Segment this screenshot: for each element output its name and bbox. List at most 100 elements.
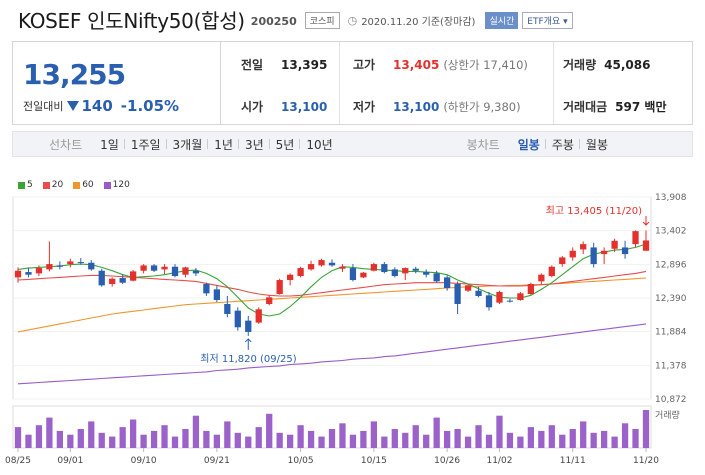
volume-bar xyxy=(328,429,336,448)
y-tick-label: 13,402 xyxy=(655,227,687,237)
reference-date: 2020.11.20 기준(장마감) xyxy=(361,16,476,28)
volume-bar xyxy=(140,434,147,448)
volume-bar xyxy=(527,427,535,448)
candle-body xyxy=(475,290,482,297)
tab-10y[interactable]: 10년 xyxy=(299,136,338,153)
realtime-button[interactable]: 실시간 xyxy=(485,11,519,29)
y-tick-label: 10,872 xyxy=(655,395,687,405)
tab-monthly[interactable]: 월봉 xyxy=(578,136,614,153)
low-value: 13,100 xyxy=(393,99,440,114)
x-tick-label: 08/25 xyxy=(5,456,31,466)
high-label: 고가 xyxy=(353,58,376,72)
volume-bar xyxy=(286,434,294,448)
candle-body xyxy=(391,269,398,277)
current-price: 13,255 xyxy=(23,58,126,91)
volume-bar xyxy=(391,429,398,448)
tab-3m[interactable]: 3개월 xyxy=(165,136,209,153)
divider xyxy=(553,42,554,124)
candle-body xyxy=(286,274,294,281)
tab-1y[interactable]: 1년 xyxy=(207,136,239,153)
volume-bar xyxy=(150,430,158,448)
candle-body xyxy=(88,262,95,270)
candle-body xyxy=(98,270,105,286)
volume-bar xyxy=(360,430,367,448)
volume-bar xyxy=(98,432,105,448)
candle-body xyxy=(276,280,283,295)
x-tick-label: 10/05 xyxy=(288,456,314,466)
candle-body xyxy=(328,262,336,266)
tab-weekly[interactable]: 주봉 xyxy=(544,136,580,153)
candle-body xyxy=(171,266,179,277)
volume-bar xyxy=(412,425,419,448)
candle-body xyxy=(433,273,440,282)
open-label: 시가 xyxy=(241,100,264,114)
volume: 거래량 45,086 xyxy=(563,56,650,73)
prev-close-value: 13,395 xyxy=(281,57,328,72)
current-price-panel: 13,255 전일대비 140 -1.05% xyxy=(13,42,221,124)
legend-swatch xyxy=(103,181,111,189)
volume-bar xyxy=(266,413,273,448)
tab-1d[interactable]: 1일 xyxy=(100,137,119,152)
candle-body xyxy=(255,309,262,323)
tab-5y[interactable]: 5년 xyxy=(268,136,301,153)
high-annotation: 최고 13,405 (11/20) xyxy=(546,205,642,217)
prev-close-label: 전일 xyxy=(241,58,264,72)
volume-bar xyxy=(600,430,608,448)
candle-chart-label: 봉차트 xyxy=(466,137,500,152)
candle-body xyxy=(297,268,304,277)
volume-bar xyxy=(496,415,503,448)
candle-body xyxy=(464,285,472,291)
volume-bar xyxy=(318,436,325,448)
high-arrow xyxy=(642,216,650,226)
candle-body xyxy=(360,272,367,278)
volume-value: 45,086 xyxy=(604,57,651,72)
candle-body xyxy=(192,270,200,274)
y-tick-label: 11,378 xyxy=(655,361,687,371)
low-arrow xyxy=(244,338,252,350)
candle-body xyxy=(632,231,639,245)
x-tick-label: 09/21 xyxy=(204,456,230,466)
candle-body xyxy=(412,268,419,271)
volume-bar xyxy=(88,421,95,448)
volume-bar xyxy=(433,417,440,448)
legend-ma120: 120 xyxy=(103,180,130,190)
volume-label: 거래량 xyxy=(563,58,597,72)
volume-bar xyxy=(276,432,283,448)
volume-bar xyxy=(203,430,210,448)
tab-1w[interactable]: 1주일 xyxy=(123,136,167,153)
chart-period-tabs: 선차트 1일 1주일 3개월 1년 3년 5년 10년 봉차트 일봉 주봉 월봉 xyxy=(12,131,693,157)
candle-body xyxy=(559,257,566,265)
volume-bar xyxy=(517,436,524,448)
tab-3y[interactable]: 3년 xyxy=(237,136,270,153)
volume-bar xyxy=(56,430,64,448)
open-value: 13,100 xyxy=(281,99,328,114)
candle-body xyxy=(496,292,503,303)
candlestick-chart[interactable]: 13,908 13,402 12,896 12,390 11,884 11,378 10,8… xyxy=(0,188,705,475)
legend-ma60: 60 xyxy=(73,180,94,190)
volume-bar xyxy=(46,417,53,448)
market-badge: 코스피 xyxy=(304,11,340,29)
candle-body xyxy=(25,272,32,275)
candle-body xyxy=(129,271,137,281)
price-details: 전일 13,395 고가 13,405 (상한가 17,410) 거래량 45,… xyxy=(221,42,692,124)
volume-bar xyxy=(569,429,576,448)
volume-bar xyxy=(349,434,357,448)
change-line: 전일대비 140 -1.05% xyxy=(23,97,220,115)
candle-body xyxy=(67,261,74,265)
volume-bar xyxy=(506,432,514,448)
volume-bar xyxy=(307,430,315,448)
stock-code: 200250 xyxy=(250,14,297,28)
candle-body xyxy=(56,265,64,267)
candle-body xyxy=(423,272,430,275)
volume-bar xyxy=(559,434,566,448)
volume-bar xyxy=(538,430,545,448)
candle-body xyxy=(35,268,43,274)
volume-bar xyxy=(77,429,84,448)
candle-body xyxy=(548,266,555,277)
candle-body xyxy=(443,277,451,289)
x-tick-label: 09/01 xyxy=(57,456,83,466)
etf-info-dropdown[interactable]: ETF개요 ▾ xyxy=(522,11,573,29)
volume-label: 거래량 xyxy=(655,409,680,421)
volume-bar xyxy=(423,434,430,448)
tab-daily[interactable]: 일봉 xyxy=(517,137,540,152)
